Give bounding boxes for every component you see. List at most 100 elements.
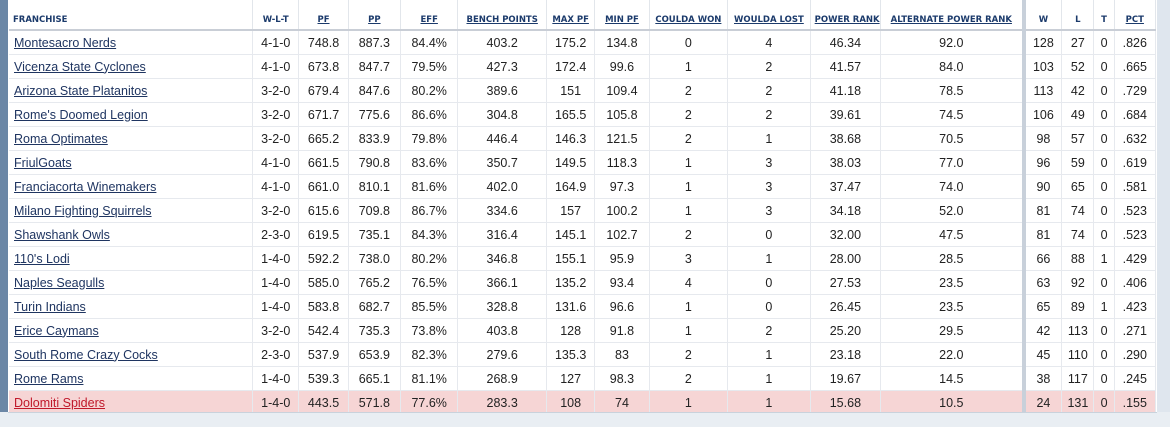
franchise-link[interactable]: Erice Caymans <box>14 323 99 338</box>
franchise-link[interactable]: FriulGoats <box>14 155 72 170</box>
franchise-link[interactable]: 110's Lodi <box>14 251 70 266</box>
cell-t: 0 <box>1093 126 1115 151</box>
col-franchise-header[interactable]: FRANCHISE <box>9 0 254 31</box>
cell-power: 46.34 <box>810 30 882 55</box>
cell-bench: 350.7 <box>457 150 547 175</box>
cell-pct: .665 <box>1114 54 1157 79</box>
standings-panel: FRANCHISE W-L-T PF PP EFF BENCH POINTS M… <box>8 0 1157 413</box>
cell-pct: .523 <box>1114 222 1157 247</box>
cell-t: 0 <box>1093 198 1115 223</box>
cell-wlt: 1-4-0 <box>252 246 300 271</box>
cell-pp: 775.6 <box>348 102 402 127</box>
franchise-link[interactable]: Shawshank Owls <box>14 227 110 242</box>
franchise-link[interactable]: Rome Rams <box>14 371 84 386</box>
table-row: South Rome Crazy Cocks 2-3-0 537.9 653.9 82.… <box>9 342 1157 367</box>
cell-coulda: 1 <box>649 150 729 175</box>
cell-t: 0 <box>1093 342 1115 367</box>
col-altpower-header[interactable]: ALTERNATE POWER RANK <box>880 0 1025 31</box>
cell-minpf: 121.5 <box>594 126 650 151</box>
franchise-link[interactable]: Milano Fighting Squirrels <box>14 203 152 218</box>
cell-power: 38.68 <box>810 126 882 151</box>
cell-t: 0 <box>1093 102 1115 127</box>
cell-pct: .581 <box>1114 174 1157 199</box>
cell-maxpf: 108 <box>546 390 596 412</box>
franchise-link[interactable]: Rome's Doomed Legion <box>14 107 148 122</box>
franchise-link[interactable]: Naples Seagulls <box>14 275 105 290</box>
cell-pct: .684 <box>1114 102 1157 127</box>
table-row: Turin Indians 1-4-0 583.8 682.7 85.5% 328.8 13… <box>9 294 1157 319</box>
franchise-cell: 110's Lodi <box>9 246 254 271</box>
cell-w: 38 <box>1021 366 1063 391</box>
franchise-cell: Erice Caymans <box>9 318 254 343</box>
cell-power: 25.20 <box>810 318 882 343</box>
col-pp-header[interactable]: PP <box>348 0 402 31</box>
col-eff-header[interactable]: EFF <box>400 0 459 31</box>
cell-bench: 316.4 <box>457 222 547 247</box>
col-l-header[interactable]: L <box>1061 0 1095 31</box>
cell-pp: 735.3 <box>348 318 402 343</box>
cell-l: 52 <box>1061 54 1095 79</box>
cell-eff: 86.6% <box>400 102 459 127</box>
col-minpf-header[interactable]: MIN PF <box>594 0 650 31</box>
franchise-link[interactable]: Arizona State Platanitos <box>14 83 148 98</box>
col-w-header[interactable]: W <box>1021 0 1063 31</box>
cell-maxpf: 155.1 <box>546 246 596 271</box>
cell-w: 81 <box>1021 198 1063 223</box>
cell-w: 96 <box>1021 150 1063 175</box>
cell-l: 89 <box>1061 294 1095 319</box>
franchise-link[interactable]: Vicenza State Cyclones <box>14 59 146 74</box>
col-maxpf-header[interactable]: MAX PF <box>546 0 596 31</box>
cell-coulda: 2 <box>649 126 729 151</box>
cell-t: 0 <box>1093 54 1115 79</box>
cell-eff: 86.7% <box>400 198 459 223</box>
col-pf-header[interactable]: PF <box>298 0 349 31</box>
table-row: 110's Lodi 1-4-0 592.2 738.0 80.2% 346.8 155.1… <box>9 246 1157 271</box>
cell-woulda: 1 <box>727 366 811 391</box>
cell-w: 106 <box>1021 102 1063 127</box>
cell-l: 110 <box>1061 342 1095 367</box>
franchise-link[interactable]: South Rome Crazy Cocks <box>14 347 158 362</box>
cell-eff: 80.2% <box>400 78 459 103</box>
cell-t: 1 <box>1093 246 1115 271</box>
cell-bench: 268.9 <box>457 366 547 391</box>
cell-l: 117 <box>1061 366 1095 391</box>
franchise-link[interactable]: Dolomiti Spiders <box>14 395 106 410</box>
cell-w: 24 <box>1021 390 1063 412</box>
cell-pct: .245 <box>1114 366 1157 391</box>
col-woulda-header[interactable]: WOULDA LOST <box>727 0 811 31</box>
cell-bench: 283.3 <box>457 390 547 412</box>
cell-wlt: 1-4-0 <box>252 390 300 412</box>
cell-minpf: 98.3 <box>594 366 650 391</box>
franchise-cell: Montesacro Nerds <box>9 30 254 55</box>
cell-woulda: 3 <box>727 150 811 175</box>
cell-t: 0 <box>1093 174 1115 199</box>
cell-coulda: 2 <box>649 342 729 367</box>
franchise-link[interactable]: Turin Indians <box>14 299 86 314</box>
cell-coulda: 4 <box>649 270 729 295</box>
col-wlt-header[interactable]: W-L-T <box>252 0 300 31</box>
table-row: Montesacro Nerds 4-1-0 748.8 887.3 84.4% 403.… <box>9 30 1157 55</box>
col-coulda-header[interactable]: COULDA WON <box>649 0 729 31</box>
franchise-link[interactable]: Montesacro Nerds <box>14 35 117 50</box>
cell-pp: 571.8 <box>348 390 402 412</box>
header-row: FRANCHISE W-L-T PF PP EFF BENCH POINTS M… <box>9 0 1157 31</box>
page-background-left <box>0 0 8 427</box>
col-power-header[interactable]: POWER RANK <box>810 0 882 31</box>
col-pct-header[interactable]: PCT <box>1114 0 1157 31</box>
cell-power: 41.18 <box>810 78 882 103</box>
table-row: Roma Optimates 3-2-0 665.2 833.9 79.8% 446.4 1… <box>9 126 1157 151</box>
cell-bench: 446.4 <box>457 126 547 151</box>
cell-t: 0 <box>1093 222 1115 247</box>
franchise-link[interactable]: Roma Optimates <box>14 131 108 146</box>
cell-w: 113 <box>1021 78 1063 103</box>
cell-coulda: 3 <box>649 246 729 271</box>
cell-pf: 539.3 <box>298 366 349 391</box>
cell-wlt: 1-4-0 <box>252 294 300 319</box>
col-bench-header[interactable]: BENCH POINTS <box>457 0 547 31</box>
col-t-header[interactable]: T <box>1093 0 1115 31</box>
franchise-link[interactable]: Franciacorta Winemakers <box>14 179 157 194</box>
cell-minpf: 118.3 <box>594 150 650 175</box>
table-row: FriulGoats 4-1-0 661.5 790.8 83.6% 350.7 149.5… <box>9 150 1157 175</box>
cell-woulda: 1 <box>727 390 811 412</box>
cell-alt: 22.0 <box>880 342 1025 367</box>
